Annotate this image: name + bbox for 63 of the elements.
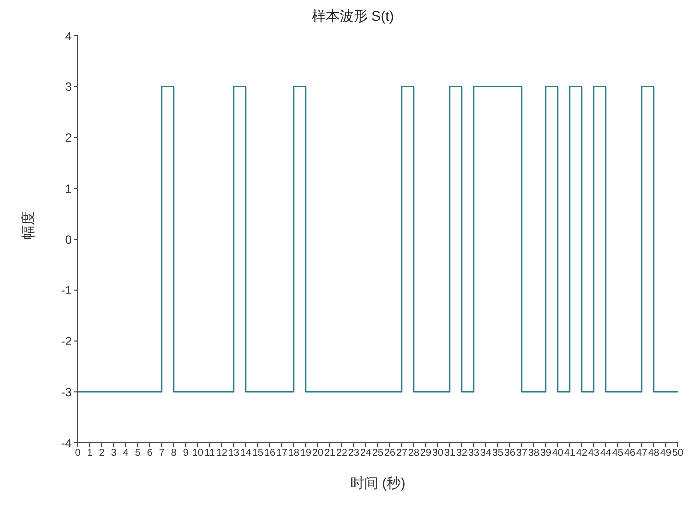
chart-title: 样本波形 S(t): [310, 8, 396, 26]
x-axis-title: 时间 (秒): [350, 475, 406, 491]
x-tick-label: 36: [504, 448, 516, 460]
x-tick-label: 48: [648, 448, 660, 460]
y-tick-label: 0: [65, 232, 72, 247]
y-tick-label: 4: [65, 29, 72, 44]
y-tick-label: 1: [65, 182, 72, 196]
x-tick-label: 17: [276, 448, 288, 460]
x-tick-label: 21: [324, 448, 336, 460]
x-tick-label: 27: [396, 448, 408, 460]
x-tick-label: 30: [432, 448, 444, 460]
y-tick-label: 3: [65, 80, 72, 94]
x-tick-label: 39: [540, 448, 552, 460]
x-tick-label: 9: [183, 448, 190, 460]
x-tick-label: 42: [576, 448, 588, 460]
x-tick-label: 16: [264, 448, 276, 460]
x-tick-label: 2: [99, 448, 106, 460]
x-tick-label: 26: [384, 448, 396, 460]
x-tick-label: 44: [600, 448, 612, 460]
x-tick-label: 47: [636, 448, 648, 460]
y-tick-label: 2: [65, 131, 72, 146]
x-tick-label: 31: [444, 448, 456, 460]
x-tick-label: 29: [420, 448, 432, 460]
x-tick-label: 23: [348, 448, 360, 460]
x-tick-label: 50: [672, 448, 684, 460]
x-tick-label: 7: [159, 448, 166, 460]
x-tick-label: 18: [288, 448, 300, 460]
x-tick-label: 25: [372, 448, 384, 460]
y-axis-title: 幅度: [20, 212, 36, 240]
x-tick-label: 22: [336, 448, 348, 460]
x-tick-label: 11: [204, 448, 216, 460]
x-tick-label: 33: [468, 448, 480, 460]
x-tick-label: 14: [240, 448, 252, 460]
x-tick-label: 45: [612, 448, 624, 460]
x-tick-label: 43: [588, 448, 600, 460]
x-tick-label: 24: [360, 448, 372, 460]
x-tick-label: 35: [492, 448, 504, 460]
x-tick-label: 10: [192, 448, 204, 460]
x-tick-label: 4: [123, 448, 130, 460]
y-tick-label: -2: [61, 334, 72, 349]
x-tick-label: 40: [552, 448, 564, 460]
x-tick-label: 15: [252, 448, 264, 460]
x-tick-label: 19: [300, 448, 312, 460]
x-tick-label: 3: [111, 448, 118, 460]
x-tick-label: 38: [528, 448, 540, 460]
x-tick-label: 32: [456, 448, 468, 460]
x-tick-label: 20: [312, 448, 324, 460]
x-tick-label: 6: [147, 448, 154, 460]
x-tick-label: 37: [516, 448, 528, 460]
x-tick-label: 1: [87, 448, 94, 460]
x-tick-label: 49: [660, 448, 672, 460]
x-tick-label: 8: [171, 448, 178, 460]
x-tick-label: 46: [624, 448, 636, 460]
x-tick-label: 41: [564, 448, 576, 460]
x-tick-label: 34: [480, 448, 492, 460]
x-tick-label: 12: [216, 448, 228, 460]
x-tick-label: 0: [75, 448, 82, 460]
x-tick-label: 28: [408, 448, 420, 460]
y-tick-label: -4: [61, 436, 72, 450]
y-tick-label: -1: [61, 284, 72, 298]
x-tick-label: 13: [228, 448, 240, 460]
y-tick-label: -3: [61, 385, 72, 400]
x-tick-label: 5: [135, 448, 142, 460]
